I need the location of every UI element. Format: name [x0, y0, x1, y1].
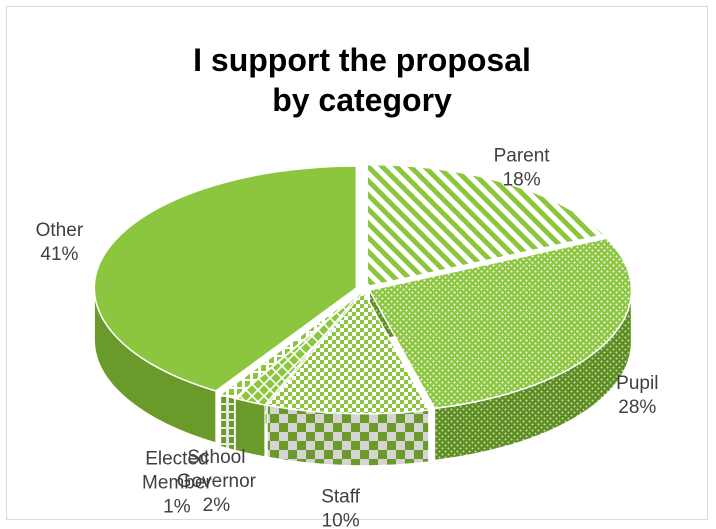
slice-percent-label: 10% — [322, 510, 360, 529]
slice-elected-member — [218, 290, 362, 400]
slice-category-label: Member — [142, 472, 212, 493]
pie-labels: Parent 18% Pupil 28% Staff 10% School Governor 2… — [36, 145, 659, 529]
slice-category-label: Parent — [494, 145, 551, 166]
chart-title: I support the proposal by category — [193, 42, 531, 118]
slice-percent-label: 2% — [203, 495, 231, 516]
chart-title-line-2: by category — [272, 82, 452, 118]
slice-category-label: Elected — [145, 448, 208, 469]
slice-staff — [265, 290, 430, 415]
slice-percent-label: 1% — [163, 496, 191, 517]
slice-percent-label: 18% — [503, 169, 541, 190]
slice-label-other: Other 41% — [36, 220, 84, 265]
slice-pupil — [368, 237, 633, 410]
slice-parent — [366, 163, 606, 288]
slice-label-parent: Parent 18% — [494, 145, 551, 190]
slice-category-label: Other — [36, 220, 84, 241]
slice-outer-wall-elected-member — [219, 393, 236, 452]
slice-category-label: Pupil — [616, 373, 658, 394]
slice-category-label: Governor — [177, 471, 257, 492]
slice-other — [93, 165, 358, 392]
slice-category-label: Staff — [321, 486, 360, 507]
chart-title-line-1: I support the proposal — [193, 42, 531, 78]
slice-percent-label: 41% — [40, 244, 78, 265]
slice-label-elected-member: Elected Member 1% — [142, 448, 212, 517]
slice-percent-label: 28% — [618, 397, 656, 418]
slice-label-pupil: Pupil 28% — [616, 373, 658, 418]
slice-category-label: School — [187, 447, 245, 468]
slice-label-staff: Staff 10% — [321, 486, 360, 529]
pie-top-faces — [93, 163, 633, 415]
slice-label-school-governor: School Governor 2% — [177, 447, 257, 516]
